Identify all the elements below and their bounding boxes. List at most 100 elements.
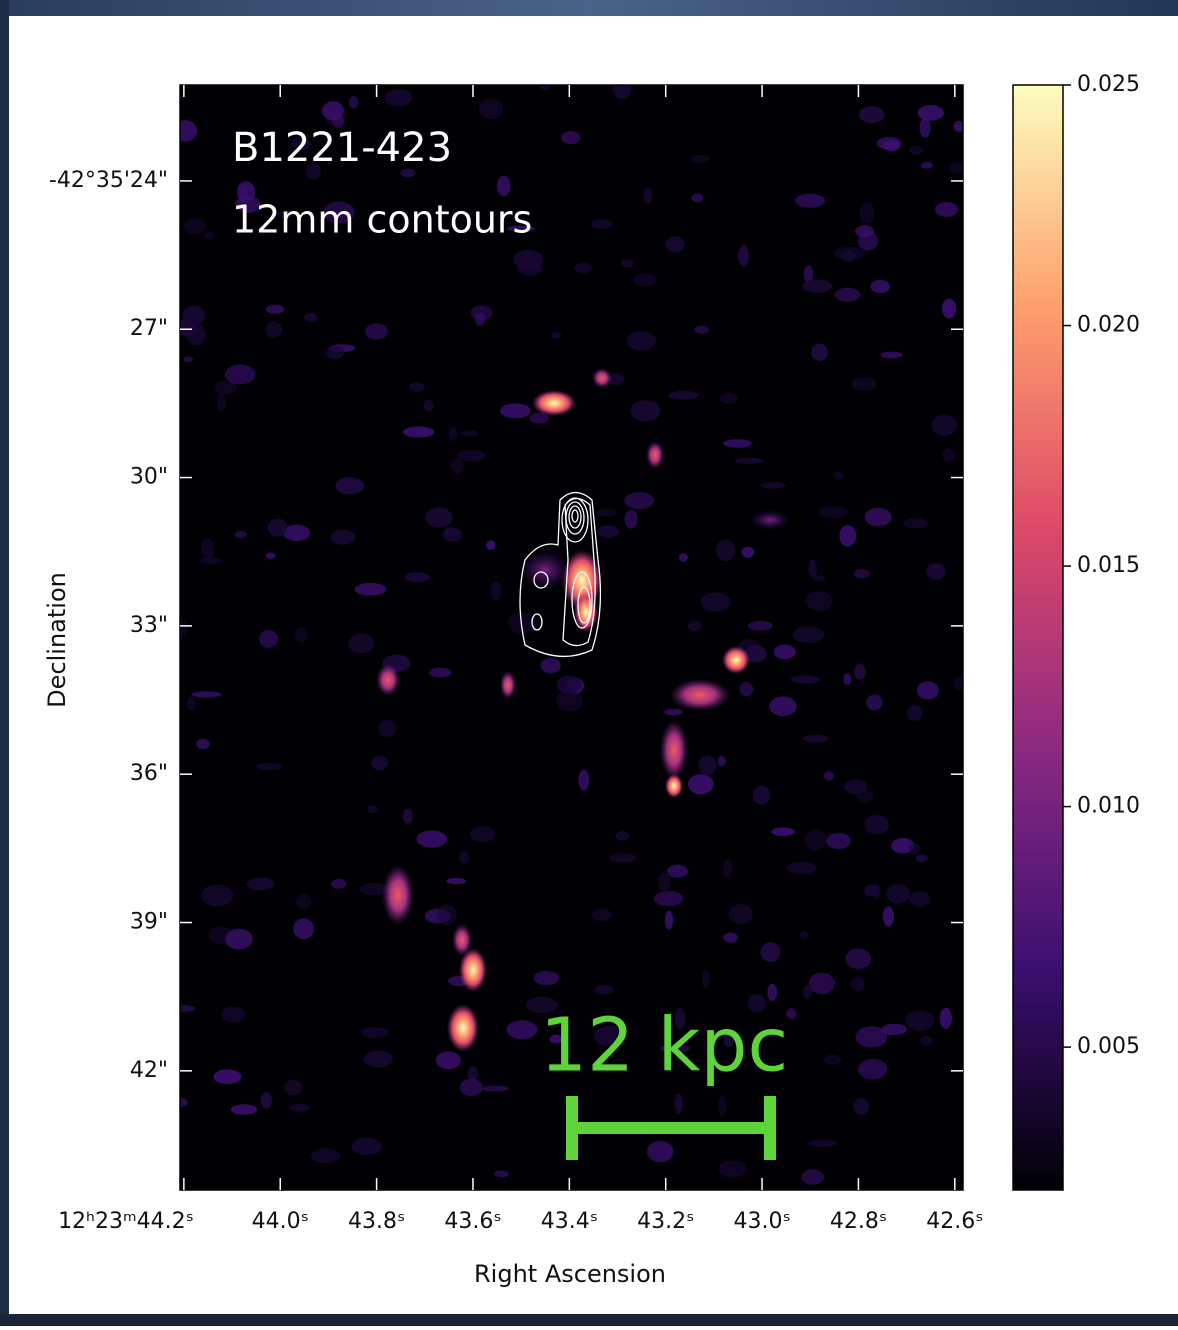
noise-blob [835,288,861,302]
noise-blob [361,1027,389,1038]
noise-blob [385,89,412,106]
noise-blob [846,948,871,969]
noise-blob [808,1140,837,1147]
colorbar-tick-label: 0.020 [1077,313,1140,338]
noise-blob [479,99,504,119]
bottom-strip [0,1314,1178,1326]
noise-blob [541,658,561,673]
noise-blob [304,313,317,322]
noise-blob [800,931,809,939]
noise-blob [461,430,478,436]
noise-blob [735,458,764,464]
noise-blob [720,393,738,404]
noise-blob [826,833,850,849]
noise-blob [591,219,613,229]
noise-blob [225,929,253,950]
x-tick-label: 43.2ˢ [637,1209,694,1234]
noise-blob [429,668,452,678]
blob [532,390,576,416]
noise-blob [372,756,388,770]
noise-blob [795,194,825,208]
noise-blob [691,155,710,163]
noise-blob [500,403,530,418]
noise-blob [856,791,873,803]
blob [382,865,414,925]
noise-blob [865,815,889,834]
noise-blob [200,558,222,564]
noise-blob [666,237,685,252]
noise-blob [467,1066,478,1080]
noise-blob [873,885,881,899]
noise-blob [326,346,345,359]
noise-blob [728,904,752,924]
noise-blob [481,1085,508,1091]
y-tick-label: 36" [130,761,168,786]
blob [750,510,790,530]
noise-blob [182,306,205,325]
noise-blob [854,664,866,680]
blob [519,550,571,590]
x-tick-label: 43.6ˢ [444,1209,501,1234]
noise-blob [919,118,930,138]
noise-blob [221,1007,245,1023]
noise-blob [643,188,652,204]
noise-blob [633,274,656,287]
noise-blob [460,1079,483,1096]
noise-blob [491,581,501,600]
noise-blob [506,1020,537,1039]
noise-blob [225,365,256,385]
noise-blob [451,458,464,474]
noise-blob [740,682,754,697]
noise-blob [355,583,387,596]
y-axis-label: Declination [43,572,71,708]
noise-blob [853,1098,869,1114]
blob [660,720,688,780]
noise-blob [818,506,848,518]
noise-blob [403,426,434,437]
noise-blob [470,826,495,842]
noise-blob [719,1161,747,1178]
noise-blob [578,770,589,791]
noise-blob [497,176,511,197]
y-tick-label: 27" [130,316,168,341]
noise-blob [791,675,820,683]
noise-blob [437,905,457,926]
x-tick-label: 43.8ˢ [348,1209,405,1234]
noise-blob [259,630,278,648]
noise-blob [557,675,582,694]
noise-blob [416,830,447,847]
noise-blob [183,356,193,362]
noise-blob [695,326,710,334]
blob [459,948,487,992]
x-axis-label: Right Ascension [474,1260,666,1288]
noise-blob [486,540,495,550]
colorbar-tick-label: 0.010 [1077,794,1140,819]
noise-blob [217,392,226,411]
noise-blob [738,245,749,266]
colorbar-tick-label: 0.015 [1077,553,1140,578]
noise-blob [787,862,817,874]
noise-blob [235,531,247,538]
noise-blob [859,106,885,123]
noise-blob [932,415,958,436]
noise-blob [284,1080,302,1096]
noise-blob [349,96,359,108]
noise-blob [916,854,928,862]
noise-blob [700,593,730,612]
noise-blob [716,539,735,561]
noise-blob [723,439,752,448]
noise-blob [942,298,956,318]
noise-blob [268,519,288,537]
blob [646,441,664,469]
noise-blob [865,508,892,527]
noise-blob [364,1051,393,1068]
noise-blob [514,250,544,269]
noise-blob [658,872,670,892]
noise-blob [266,305,284,314]
noise-blob [803,735,829,743]
noise-blob [409,382,425,391]
noise-blob [668,391,699,400]
noise-blob [424,399,434,411]
noise-blob [843,673,851,684]
noise-blob [760,482,786,488]
